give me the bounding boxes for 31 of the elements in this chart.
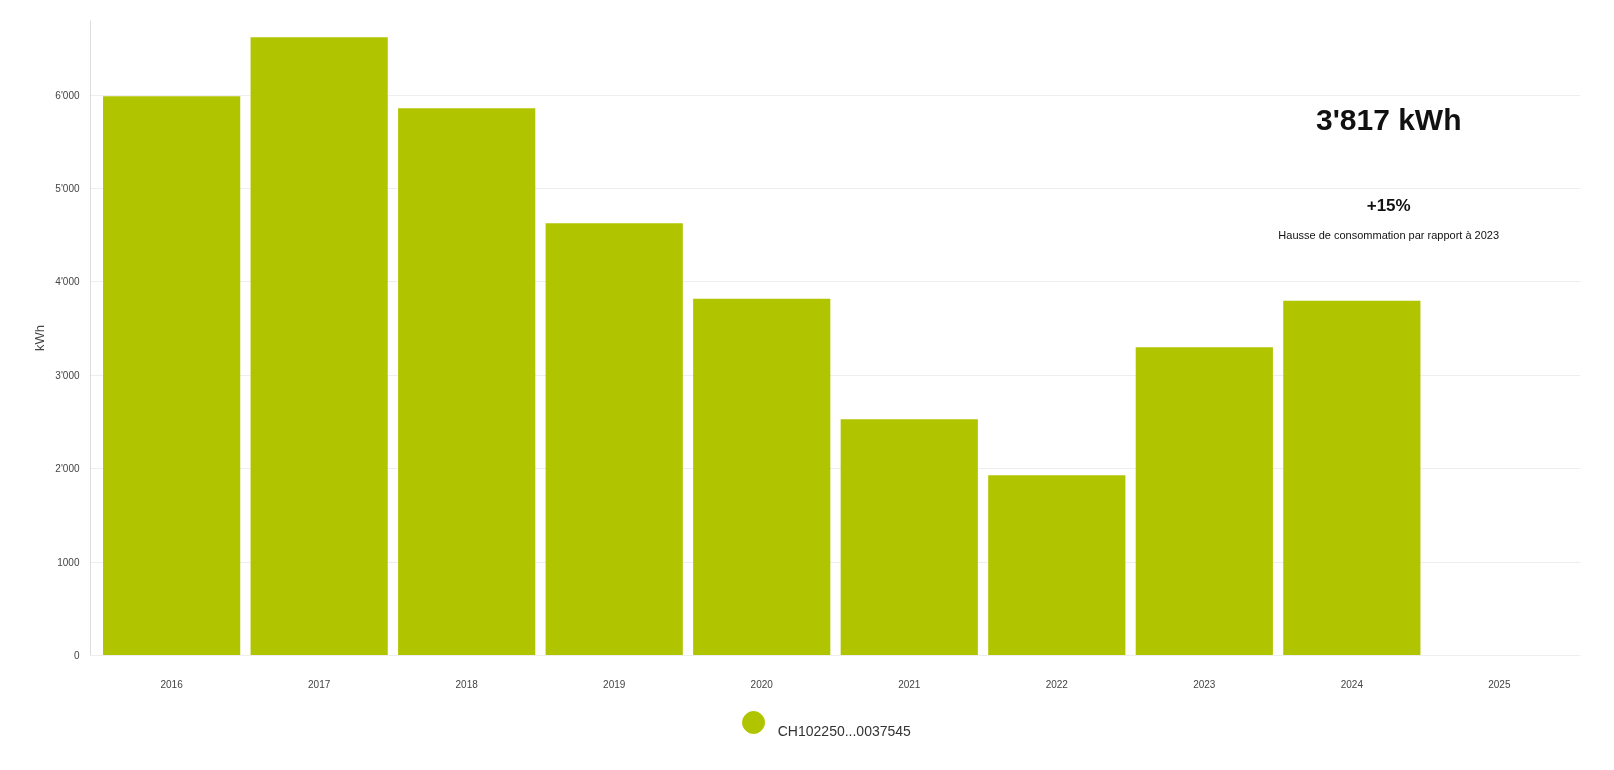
bar xyxy=(693,298,831,656)
x-tick-label: 2023 xyxy=(1193,678,1216,690)
y-axis-title: kWh xyxy=(32,325,48,351)
y-tick-label: 6'000 xyxy=(55,89,80,101)
x-tick-label: 2024 xyxy=(1340,678,1364,690)
y-tick-label: 0 xyxy=(73,650,80,661)
bar xyxy=(1135,347,1273,656)
x-tick-label: 2016 xyxy=(160,678,184,690)
y-tick-label: 4'000 xyxy=(55,276,80,288)
bar xyxy=(840,419,978,656)
bar xyxy=(398,108,536,656)
bar xyxy=(988,475,1126,656)
y-tick-label: 5'000 xyxy=(55,183,80,195)
y-tick-label: 2'000 xyxy=(55,463,80,475)
bar xyxy=(250,37,388,656)
bar xyxy=(545,223,683,656)
x-tick-label: 2018 xyxy=(455,678,479,690)
annotation: 3'817 kWh xyxy=(1315,103,1462,137)
annotation: +15% xyxy=(1366,195,1411,215)
bar xyxy=(103,96,241,656)
x-tick-label: 2020 xyxy=(750,678,774,690)
x-tick-label: 2019 xyxy=(603,678,626,690)
bar xyxy=(1283,300,1421,656)
x-tick-label: 2025 xyxy=(1488,678,1511,690)
x-tick-label: 2017 xyxy=(308,678,331,690)
legend-label: CH102250...0037545 xyxy=(777,722,912,739)
y-tick-label: 1000 xyxy=(57,556,80,568)
y-tick-label: 3'000 xyxy=(55,369,80,381)
x-tick-label: 2022 xyxy=(1045,678,1069,690)
x-tick-label: 2021 xyxy=(898,678,921,690)
annotation: Hausse de consommation par rapport à 2023 xyxy=(1278,228,1500,241)
